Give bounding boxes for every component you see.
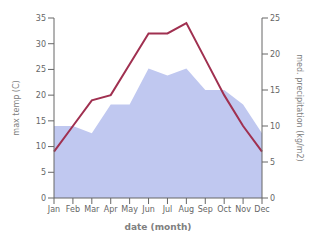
svg-text:Jun: Jun: [141, 205, 155, 214]
svg-text:Jan: Jan: [47, 205, 60, 214]
svg-text:20: 20: [270, 50, 280, 59]
svg-text:5: 5: [270, 158, 275, 167]
svg-text:25: 25: [36, 65, 46, 74]
svg-text:Dec: Dec: [254, 205, 269, 214]
svg-text:Apr: Apr: [104, 205, 119, 214]
svg-text:15: 15: [270, 86, 280, 95]
svg-text:Aug: Aug: [179, 205, 195, 214]
svg-text:20: 20: [36, 91, 46, 100]
svg-text:max temp (C): max temp (C): [12, 80, 21, 135]
svg-text:Mar: Mar: [84, 205, 100, 214]
svg-text:30: 30: [36, 40, 46, 49]
svg-text:5: 5: [41, 168, 46, 177]
svg-text:10: 10: [270, 122, 280, 131]
svg-text:Jul: Jul: [162, 205, 173, 214]
svg-text:Feb: Feb: [66, 205, 80, 214]
svg-text:Nov: Nov: [235, 205, 251, 214]
svg-text:Sep: Sep: [198, 205, 213, 214]
svg-text:Oct: Oct: [217, 205, 231, 214]
svg-text:25: 25: [270, 14, 280, 23]
svg-text:date (month): date (month): [125, 222, 192, 232]
svg-text:med. precipitation (kg/m2): med. precipitation (kg/m2): [295, 54, 304, 161]
svg-text:15: 15: [36, 117, 46, 126]
svg-text:0: 0: [41, 194, 46, 203]
svg-text:May: May: [121, 205, 138, 214]
svg-text:0: 0: [270, 194, 275, 203]
svg-text:35: 35: [36, 14, 46, 23]
svg-text:10: 10: [36, 142, 46, 151]
